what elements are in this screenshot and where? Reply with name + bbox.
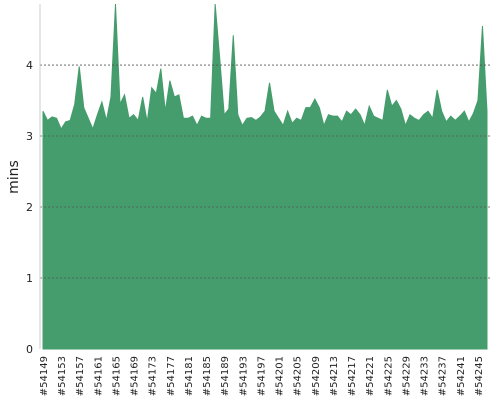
- x-tick-label: #54241: [456, 356, 467, 396]
- x-tick-label: #54177: [166, 356, 177, 396]
- y-tick-label: 1: [26, 272, 33, 285]
- x-tick-label: #54229: [401, 356, 412, 396]
- x-tick-label: #54149: [39, 356, 50, 396]
- x-tick-label: #54213: [329, 356, 340, 396]
- x-tick-label: #54225: [383, 356, 394, 396]
- x-tick-label: #54233: [420, 356, 431, 396]
- x-tick-label: #54185: [202, 356, 213, 396]
- area: [42, 3, 488, 350]
- x-tick-label: #54193: [238, 356, 249, 396]
- x-tick-label: #54153: [57, 356, 68, 396]
- x-tick-label: #54181: [184, 356, 195, 396]
- x-tick-label: #54217: [347, 356, 358, 396]
- y-tick-label: 3: [26, 130, 33, 143]
- y-tick-label: 0: [26, 343, 33, 356]
- x-tick-label: #54157: [75, 356, 86, 396]
- y-tick-label: 2: [26, 201, 33, 214]
- x-tick-label: #54197: [256, 356, 267, 396]
- y-axis-label: mins: [6, 160, 22, 194]
- x-tick-label: #54221: [365, 356, 376, 396]
- x-tick-label: #54205: [293, 356, 304, 396]
- y-tick-label: 4: [26, 59, 33, 72]
- x-tick-label: #54161: [93, 356, 104, 396]
- x-tick-label: #54165: [111, 356, 122, 396]
- x-tick-label: #54209: [311, 356, 322, 396]
- x-tick-label: #54245: [474, 356, 485, 396]
- x-tick-label: #54169: [130, 356, 141, 396]
- x-tick-label: #54173: [148, 356, 159, 396]
- x-tick-label: #54189: [220, 356, 231, 396]
- x-tick-label: #54201: [275, 356, 286, 396]
- x-tick-label: #54237: [438, 356, 449, 396]
